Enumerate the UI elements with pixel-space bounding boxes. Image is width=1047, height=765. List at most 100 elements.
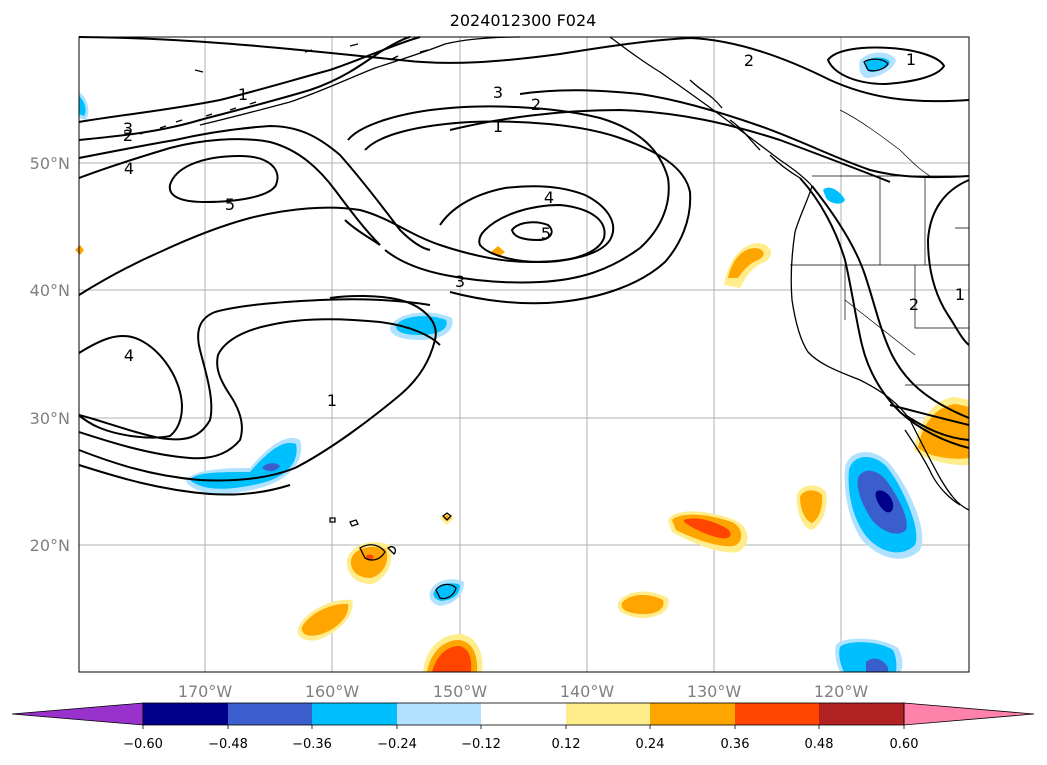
shaded-anomalies (75, 52, 969, 672)
contour-label: 5 (541, 224, 551, 243)
anomaly-negative (262, 463, 280, 472)
anomaly-negative (875, 490, 894, 513)
contour-line (347, 105, 670, 284)
anomaly-positive (443, 515, 451, 521)
contour-line (78, 298, 431, 441)
contour-line (510, 221, 553, 242)
contour-label: 3 (123, 119, 133, 138)
colorbar-labels: −0.60 −0.48 −0.36 −0.24 −0.12 0.12 0.24 … (123, 737, 918, 752)
colorbar-label: −0.24 (377, 737, 417, 752)
contour-label: 2 (123, 126, 133, 145)
anomaly-negative (866, 658, 888, 672)
lon-label: 160°W (305, 682, 360, 701)
colorbar-segment (312, 703, 397, 725)
contour-line (364, 120, 692, 305)
state-borders (790, 176, 969, 386)
anomaly-positive (728, 248, 764, 278)
contour-line (519, 89, 970, 179)
anomaly-positive (350, 546, 388, 578)
contour-label: 3 (455, 272, 465, 291)
anomaly-positive (301, 603, 349, 636)
colorbar-label: 0.48 (805, 737, 834, 752)
contour-label: 2 (909, 295, 919, 314)
contour-labels: 1 2 3 4 5 1 2 3 4 5 1 2 3 4 1 2 1 (123, 50, 965, 410)
colorbar-segment (481, 703, 566, 725)
contour-label: 1 (906, 50, 916, 69)
lon-label: 130°W (687, 682, 742, 701)
colorbar-label: 0.24 (636, 737, 665, 752)
contour-line (78, 36, 970, 103)
colorbar-label: 0.60 (890, 737, 919, 752)
anomaly-negative (396, 316, 447, 335)
contour-line (478, 203, 606, 264)
colorbar-label: −0.60 (123, 737, 163, 752)
contour-label: 4 (544, 188, 554, 207)
colorbar-label: 0.12 (552, 737, 581, 752)
colorbar-label: −0.12 (461, 737, 501, 752)
contour-label: 4 (124, 159, 134, 178)
latitude-labels: 50°N 40°N 30°N 20°N (30, 154, 70, 555)
us-west-coastline (790, 185, 970, 511)
contour-line (168, 154, 279, 204)
contour-line (78, 294, 437, 482)
plot-background (79, 37, 969, 672)
baja-coastline (904, 429, 961, 506)
contour-line (78, 138, 381, 246)
hawaii-islands (329, 517, 397, 561)
lon-label: 170°W (178, 682, 233, 701)
contour-line (799, 177, 970, 449)
contour-line (78, 335, 183, 439)
lon-label: 150°W (433, 682, 488, 701)
contour-line (78, 464, 291, 496)
anomaly-negative (433, 583, 460, 601)
longitude-labels: 170°W 160°W 150°W 140°W 130°W 120°W (178, 682, 869, 701)
colorbar-segment (143, 703, 228, 725)
contour-label: 1 (493, 117, 503, 136)
colorbar-label: 0.36 (721, 737, 750, 752)
lat-label: 40°N (30, 281, 70, 300)
plot-frame (78, 36, 970, 673)
anomaly-positive (432, 646, 472, 672)
colorbar-segment (819, 703, 904, 725)
contour-line (78, 36, 421, 123)
colorbar: −0.60 −0.48 −0.36 −0.24 −0.12 0.12 0.24 … (11, 702, 1035, 752)
small-islands (435, 58, 889, 600)
colorbar-label: −0.36 (292, 737, 332, 752)
lat-label: 50°N (30, 154, 70, 173)
colorbar-label: −0.48 (208, 737, 248, 752)
anomaly-negative (79, 96, 86, 116)
contour-line (811, 185, 970, 419)
lon-label: 140°W (560, 682, 615, 701)
colorbar-frame (142, 702, 905, 726)
colorbar-segment (566, 703, 650, 725)
lon-label: 120°W (814, 682, 869, 701)
canada-inland-lines (839, 109, 931, 177)
lat-label: 20°N (30, 536, 70, 555)
contour-label: 2 (531, 95, 541, 114)
lat-label: 30°N (30, 409, 70, 428)
contour-label: 4 (124, 346, 134, 365)
colorbar-ticks (142, 725, 905, 729)
map-plot: 1 2 3 4 5 1 2 3 4 5 1 2 3 4 1 2 1 (75, 36, 970, 673)
contour-line (78, 36, 411, 141)
contour-line (889, 404, 970, 441)
colorbar-extend-low (11, 702, 144, 726)
contour-lines (78, 36, 970, 496)
contour-line (78, 318, 441, 460)
colorbar-segment (735, 703, 819, 725)
map-title: 2024012300 F024 (450, 11, 597, 30)
anomaly-negative (823, 187, 845, 204)
contour-label: 1 (327, 391, 337, 410)
colorbar-segment (650, 703, 735, 725)
coastlines (139, 36, 970, 600)
contour-line (78, 185, 615, 296)
contour-line (826, 46, 946, 86)
anomaly-negative (190, 442, 297, 489)
alaska-panhandle-coastline (609, 36, 813, 187)
alaska-coastline (199, 36, 521, 126)
colorbar-segment (228, 703, 312, 725)
graticule (79, 37, 969, 672)
contour-label: 5 (225, 195, 235, 214)
contour-label: 1 (955, 285, 965, 304)
